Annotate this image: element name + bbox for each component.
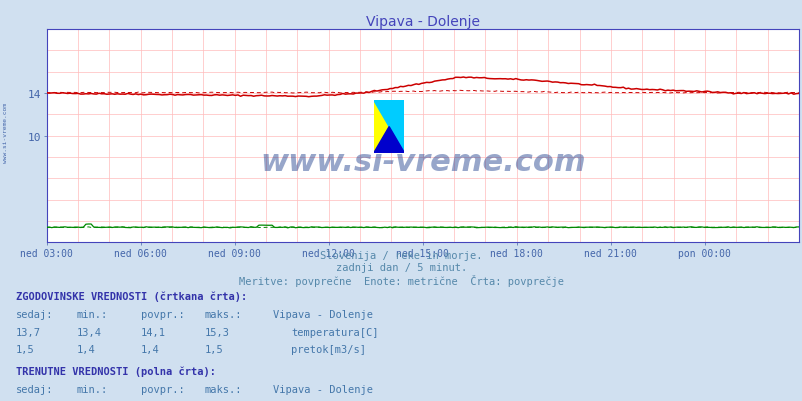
Text: min.:: min.: bbox=[76, 309, 107, 319]
Text: Slovenija / reke in morje.: Slovenija / reke in morje. bbox=[320, 251, 482, 261]
Text: povpr.:: povpr.: bbox=[140, 384, 184, 394]
Text: povpr.:: povpr.: bbox=[140, 309, 184, 319]
Title: Vipava - Dolenje: Vipava - Dolenje bbox=[366, 15, 479, 29]
Text: TRENUTNE VREDNOSTI (polna črta):: TRENUTNE VREDNOSTI (polna črta): bbox=[16, 366, 216, 376]
Text: min.:: min.: bbox=[76, 384, 107, 394]
Text: pretok[m3/s]: pretok[m3/s] bbox=[291, 344, 366, 354]
Text: 1,5: 1,5 bbox=[16, 344, 34, 354]
Text: 1,4: 1,4 bbox=[76, 344, 95, 354]
Text: ZGODOVINSKE VREDNOSTI (črtkana črta):: ZGODOVINSKE VREDNOSTI (črtkana črta): bbox=[16, 291, 247, 301]
Text: 15,3: 15,3 bbox=[205, 327, 229, 337]
Text: 14,1: 14,1 bbox=[140, 327, 165, 337]
Text: Vipava - Dolenje: Vipava - Dolenje bbox=[273, 309, 373, 319]
Polygon shape bbox=[374, 101, 404, 153]
Text: sedaj:: sedaj: bbox=[16, 309, 54, 319]
Text: 1,5: 1,5 bbox=[205, 344, 223, 354]
Text: zadnji dan / 5 minut.: zadnji dan / 5 minut. bbox=[335, 263, 467, 273]
Text: 13,4: 13,4 bbox=[76, 327, 101, 337]
Text: temperatura[C]: temperatura[C] bbox=[291, 327, 379, 337]
Text: maks.:: maks.: bbox=[205, 384, 242, 394]
Polygon shape bbox=[374, 127, 404, 153]
Text: www.si-vreme.com: www.si-vreme.com bbox=[260, 148, 585, 176]
Text: 1,4: 1,4 bbox=[140, 344, 159, 354]
Text: Vipava - Dolenje: Vipava - Dolenje bbox=[273, 384, 373, 394]
Text: maks.:: maks.: bbox=[205, 309, 242, 319]
Text: www.si-vreme.com: www.si-vreme.com bbox=[3, 102, 8, 162]
Text: Meritve: povprečne  Enote: metrične  Črta: povprečje: Meritve: povprečne Enote: metrične Črta:… bbox=[239, 275, 563, 287]
Text: 13,7: 13,7 bbox=[16, 327, 41, 337]
Text: sedaj:: sedaj: bbox=[16, 384, 54, 394]
